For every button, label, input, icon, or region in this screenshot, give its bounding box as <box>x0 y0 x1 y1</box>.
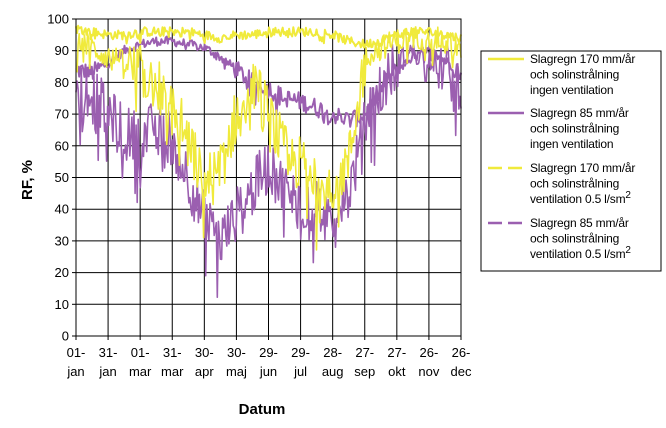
x-tick-label-month: dec <box>451 364 472 379</box>
x-tick-label-month: jan <box>66 364 84 379</box>
x-tick-label-month: sep <box>354 364 375 379</box>
x-tick-label-day: 01- <box>67 345 86 360</box>
legend-superscript: 2 <box>625 245 631 256</box>
x-axis: 01- jan 31- jan 01- mar 31- mar 30- apr 30- maj 29- j… <box>66 336 472 379</box>
legend-label: ventilation 0.5 l/sm2 <box>530 190 631 206</box>
legend-label: och solinstrålning <box>530 68 619 82</box>
legend-label: ingen ventilation <box>530 83 613 97</box>
y-tick-label: 40 <box>55 202 69 217</box>
y-tick-label: 30 <box>55 233 69 248</box>
legend-label: och solinstrålning <box>530 122 619 136</box>
legend-label: och solinstrålning <box>530 177 619 191</box>
x-tick-label-month: jan <box>98 364 116 379</box>
y-tick-label: 20 <box>55 265 69 280</box>
x-tick-label-day: 26- <box>452 345 471 360</box>
y-tick-label: 60 <box>55 138 69 153</box>
x-tick-label-day: 31- <box>163 345 182 360</box>
y-axis-title: RF, % <box>19 160 36 200</box>
legend-label: och solinstrålning <box>530 232 619 246</box>
x-tick-label-month: jun <box>259 364 277 379</box>
y-tick-label: 50 <box>55 170 69 185</box>
x-tick-label-day: 26- <box>420 345 439 360</box>
x-tick-label-month: nov <box>418 364 439 379</box>
x-tick-label-month: mar <box>161 364 184 379</box>
x-tick-label-day: 31- <box>99 345 118 360</box>
series-line-4 <box>75 39 462 299</box>
series-line-3 <box>75 26 462 251</box>
x-tick-label-month: mar <box>129 364 152 379</box>
x-tick-label-month: apr <box>195 364 214 379</box>
legend-label: ingen ventilation <box>530 137 613 151</box>
y-tick-label: 90 <box>55 43 69 58</box>
x-tick-label-day: 30- <box>227 345 246 360</box>
x-tick-label-month: maj <box>226 364 247 379</box>
x-tick-label-month: jul <box>293 364 307 379</box>
x-tick-label-day: 01- <box>131 345 150 360</box>
legend-label: Slagregn 170 mm/år <box>530 161 635 175</box>
y-tick-label: 0 <box>62 329 69 344</box>
x-tick-label-day: 27- <box>355 345 374 360</box>
x-tick-label-month: aug <box>322 364 344 379</box>
y-axis: 0 10 20 30 40 50 60 70 80 90 100 <box>47 12 76 344</box>
legend-superscript: 2 <box>625 190 631 201</box>
x-axis-title: Datum <box>239 401 286 418</box>
series-layer <box>75 24 462 299</box>
y-tick-label: 80 <box>55 75 69 90</box>
legend-box <box>480 50 662 272</box>
x-tick-label-month: okt <box>388 364 406 379</box>
x-tick-label-day: 28- <box>323 345 342 360</box>
x-tick-label-day: 30- <box>195 345 214 360</box>
y-tick-label: 100 <box>47 12 69 27</box>
y-tick-label: 10 <box>55 297 69 312</box>
y-tick-label: 70 <box>55 107 69 122</box>
x-tick-label-day: 27- <box>387 345 406 360</box>
legend-label: Slagregn 85 mm/år <box>530 106 629 120</box>
x-tick-label-day: 29- <box>259 345 278 360</box>
legend-label: ventilation 0.5 l/sm2 <box>530 245 631 261</box>
legend-label: Slagregn 170 mm/år <box>530 52 635 66</box>
x-tick-label-day: 29- <box>291 345 310 360</box>
legend-label: Slagregn 85 mm/år <box>530 216 629 230</box>
